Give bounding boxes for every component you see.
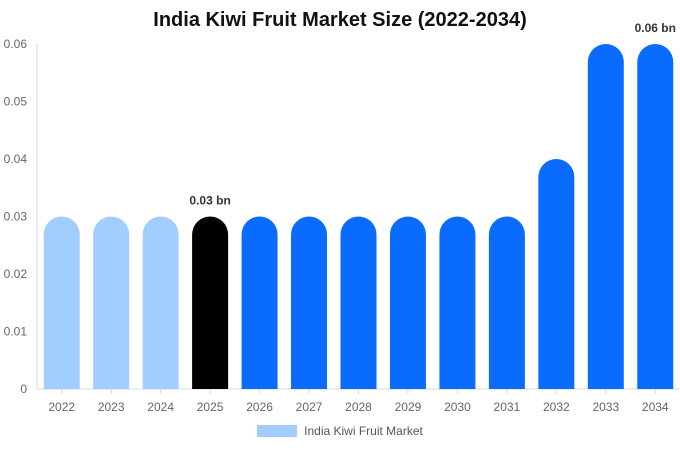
bar-2023 — [93, 216, 130, 389]
y-tick-label: 0.05 — [4, 95, 28, 109]
bar-2026 — [241, 216, 278, 389]
bar-2024 — [142, 216, 179, 389]
data-label-2034: 0.06 bn — [635, 21, 676, 35]
legend-label: India Kiwi Fruit Market — [304, 424, 423, 438]
x-tick-label: 2029 — [395, 400, 422, 414]
data-label-2025: 0.03 bn — [189, 194, 230, 208]
y-tick-label: 0.01 — [4, 325, 28, 339]
x-tick-label: 2032 — [543, 400, 570, 414]
x-tick-label: 2025 — [197, 400, 224, 414]
y-tick-label: 0 — [20, 382, 27, 396]
y-tick-label: 0.06 — [4, 37, 28, 51]
x-tick-label: 2030 — [444, 400, 471, 414]
x-tick-label: 2022 — [48, 400, 75, 414]
bar-2034 — [637, 44, 674, 389]
legend-swatch — [257, 425, 298, 437]
bar-2025 — [192, 216, 229, 389]
legend: India Kiwi Fruit Market — [0, 424, 680, 438]
chart-title: India Kiwi Fruit Market Size (2022-2034) — [153, 9, 527, 31]
bar-2028 — [340, 216, 377, 389]
bar-2032 — [538, 159, 575, 389]
x-tick-label: 2031 — [494, 400, 521, 414]
bar-2031 — [488, 216, 525, 389]
bar-2030 — [439, 216, 476, 389]
bar-2027 — [291, 216, 328, 389]
x-tick-label: 2026 — [246, 400, 273, 414]
x-tick-label: 2024 — [147, 400, 174, 414]
x-tick-label: 2033 — [592, 400, 619, 414]
bar-2029 — [389, 216, 426, 389]
bar-2033 — [587, 44, 624, 389]
x-tick-label: 2023 — [98, 400, 125, 414]
bar-2022 — [43, 216, 80, 389]
y-tick-label: 0.04 — [4, 152, 28, 166]
x-tick-label: 2027 — [296, 400, 323, 414]
x-tick-label: 2034 — [642, 400, 669, 414]
y-tick-label: 0.03 — [4, 210, 28, 224]
y-tick-label: 0.02 — [4, 267, 28, 281]
x-tick-label: 2028 — [345, 400, 372, 414]
